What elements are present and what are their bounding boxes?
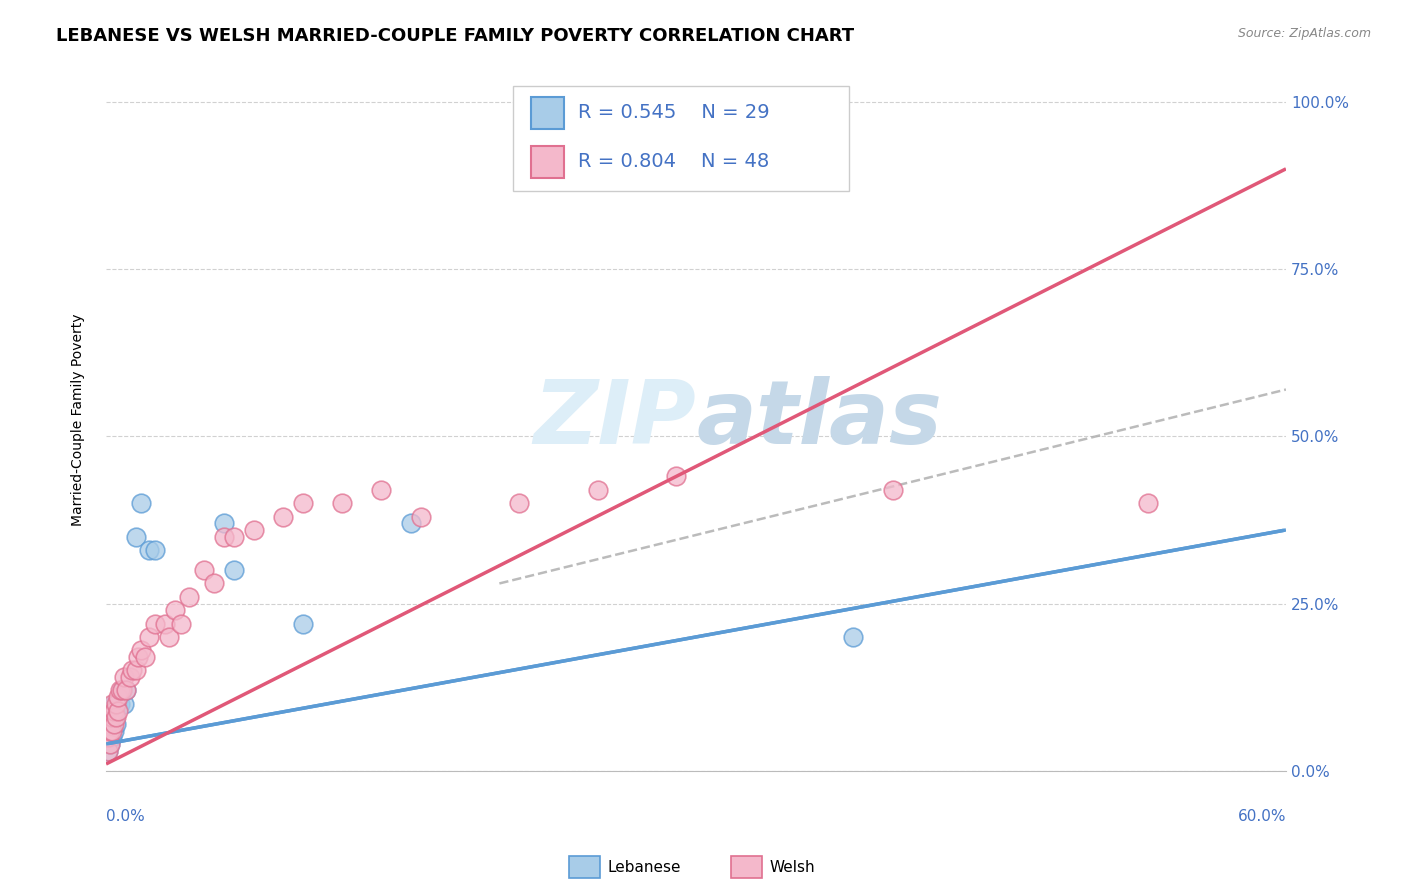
Text: Lebanese: Lebanese [607,860,681,874]
Point [118,670,141,684]
Point [1137,496,1160,510]
Point [98,704,121,718]
Point [222,530,245,544]
Point [291,496,314,510]
Point [370,483,392,497]
Point [97,744,120,758]
Point [104,704,127,718]
FancyBboxPatch shape [531,97,564,128]
Point [409,509,432,524]
Text: Source: ZipAtlas.com: Source: ZipAtlas.com [1237,27,1371,40]
Point [97,731,120,745]
Point [508,496,530,510]
Point [97,717,120,731]
Point [124,530,146,544]
Point [101,697,124,711]
Point [107,690,129,705]
Point [586,483,609,497]
Point [882,483,904,497]
Point [101,731,124,745]
Point [399,516,422,531]
Point [744,95,766,109]
Point [124,664,146,678]
Point [103,717,125,731]
Point [107,704,129,718]
Point [134,650,156,665]
Point [143,616,166,631]
Point [98,723,121,738]
FancyBboxPatch shape [531,146,564,178]
Point [103,697,125,711]
Point [101,710,124,724]
Point [114,683,136,698]
Point [98,723,121,738]
Point [103,704,125,718]
Point [170,616,193,631]
Point [111,683,134,698]
Text: atlas: atlas [696,376,942,463]
Point [97,744,120,758]
Point [101,710,124,724]
Point [143,543,166,558]
Point [665,469,688,483]
Point [842,630,865,644]
Point [104,710,127,724]
Point [104,717,127,731]
Point [104,697,127,711]
Text: Welsh: Welsh [769,860,814,874]
Point [103,710,125,724]
Text: ZIP: ZIP [533,376,696,463]
Point [153,616,176,631]
Point [212,530,235,544]
Point [97,731,120,745]
Point [98,737,121,751]
Point [330,496,353,510]
Point [121,664,143,678]
Point [212,516,235,531]
Point [157,630,180,644]
Point [112,697,135,711]
Point [242,523,264,537]
Point [177,590,200,604]
Point [114,683,136,698]
Point [131,496,153,510]
Text: 0.0%: 0.0% [105,809,145,824]
Text: R = 0.804    N = 48: R = 0.804 N = 48 [578,153,769,171]
Text: LEBANESE VS WELSH MARRIED-COUPLE FAMILY POVERTY CORRELATION CHART: LEBANESE VS WELSH MARRIED-COUPLE FAMILY … [56,27,855,45]
Point [108,697,131,711]
Point [112,670,135,684]
Point [163,603,186,617]
Point [291,616,314,631]
Point [222,563,245,577]
Y-axis label: Married-Couple Family Poverty: Married-Couple Family Poverty [72,313,86,526]
Text: R = 0.545    N = 29: R = 0.545 N = 29 [578,103,769,122]
Point [108,683,131,698]
Point [131,643,153,657]
Point [107,697,129,711]
Point [97,723,120,738]
Point [193,563,215,577]
Text: 60.0%: 60.0% [1237,809,1286,824]
Point [111,683,134,698]
Point [98,717,121,731]
Point [271,509,294,524]
Point [202,576,225,591]
Point [127,650,149,665]
Point [98,710,121,724]
FancyBboxPatch shape [513,86,849,192]
Point [138,543,160,558]
Point [138,630,160,644]
Point [98,737,121,751]
Point [101,717,124,731]
Point [101,723,124,738]
Point [103,723,125,738]
